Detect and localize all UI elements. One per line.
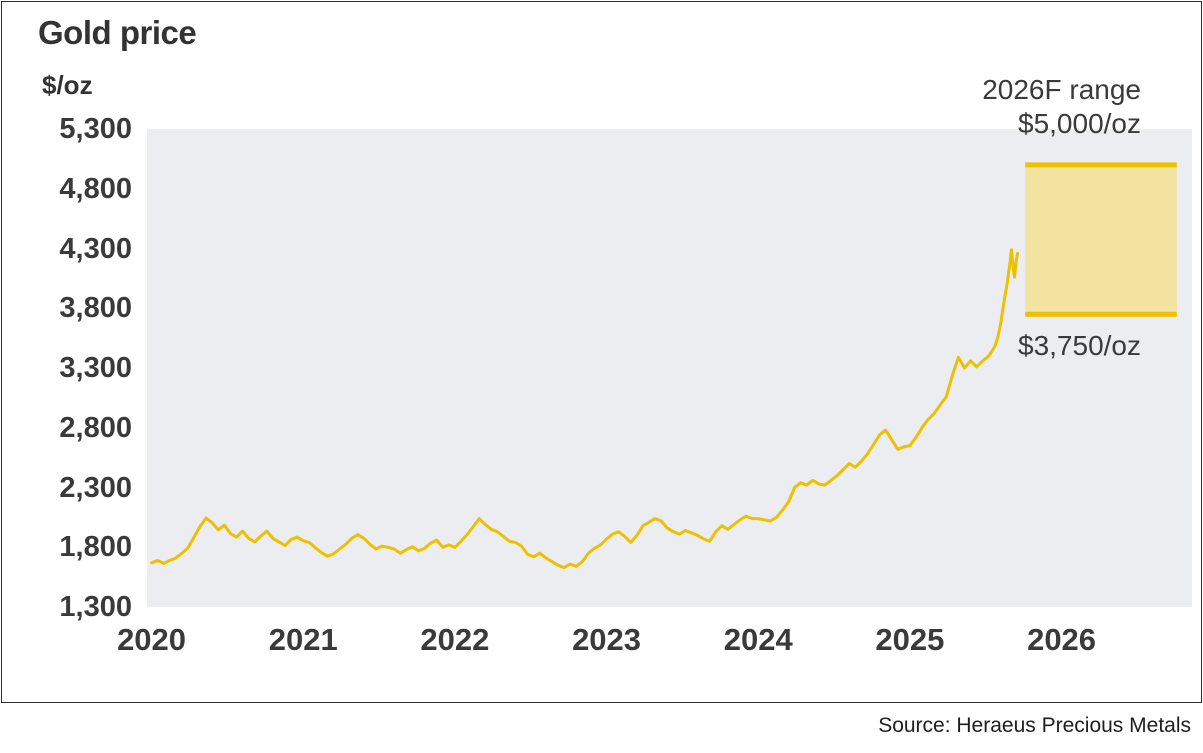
plot-area <box>147 129 1192 607</box>
forecast-band <box>1025 164 1177 315</box>
chart-title: Gold price <box>38 14 197 51</box>
y-tick-label: 3,300 <box>59 352 132 384</box>
y-tick-label: 5,300 <box>59 113 132 145</box>
y-tick-label: 2,300 <box>59 471 132 504</box>
x-tick-label: 2020 <box>117 622 187 657</box>
x-tick-label: 2024 <box>723 622 793 657</box>
source-caption: Source: Heraeus Precious Metals <box>878 714 1191 737</box>
chart-card: Gold price $/oz 5,300 4,800 4,300 3,800 3,30… <box>1 1 1202 703</box>
y-axis-unit-label: $/oz <box>42 70 93 100</box>
y-tick-label: 1,300 <box>59 591 132 623</box>
y-tick-label: 2,800 <box>59 411 132 444</box>
x-tick-label: 2021 <box>268 622 338 657</box>
x-tick-label: 2026 <box>1027 622 1097 657</box>
x-tick-label: 2023 <box>572 622 642 657</box>
y-tick-label: 3,800 <box>59 292 132 325</box>
x-tick-label: 2022 <box>420 622 490 657</box>
y-tick-label: 1,800 <box>59 531 132 564</box>
y-tick-label: 4,300 <box>59 232 132 265</box>
forecast-low-label: $3,750/oz <box>1018 330 1141 361</box>
x-tick-label: 2025 <box>875 622 945 657</box>
y-tick-label: 4,800 <box>59 172 132 205</box>
gold-price-line <box>150 248 1020 570</box>
forecast-range-label: 2026F range <box>982 74 1141 105</box>
gold-price-line-chart <box>150 162 1177 570</box>
forecast-high-label: $5,000/oz <box>1018 108 1141 139</box>
